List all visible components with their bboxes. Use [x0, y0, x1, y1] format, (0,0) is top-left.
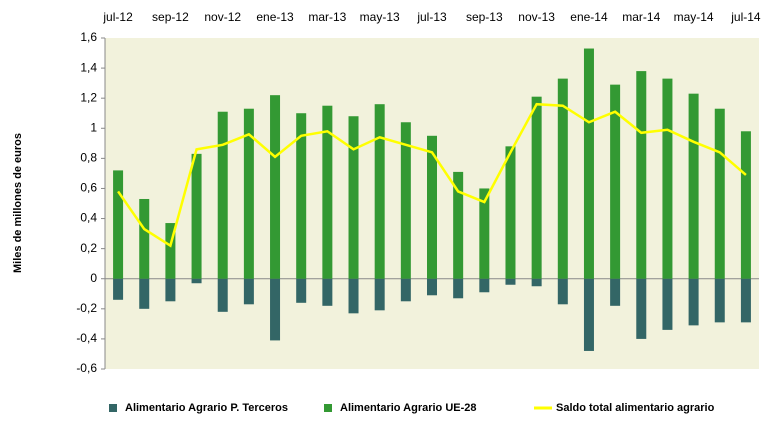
x-tick-label: jul-12: [102, 10, 133, 24]
bar: [453, 278, 464, 299]
bar: [688, 278, 699, 326]
x-tick-label: may-13: [360, 10, 400, 24]
bar: [610, 278, 621, 306]
bar: [557, 78, 568, 279]
bar: [296, 278, 307, 303]
x-tick-label: ene-14: [570, 10, 608, 24]
bar: [427, 278, 437, 296]
bar: [217, 111, 228, 279]
legend-label: Alimentario Agrario P. Terceros: [125, 402, 288, 414]
bar: [243, 108, 254, 279]
bar: [505, 278, 516, 285]
bar: [583, 278, 594, 351]
y-tick-label: 0,2: [80, 241, 97, 255]
y-tick-label: 1: [90, 120, 97, 134]
bar: [139, 198, 150, 279]
bar: [243, 278, 254, 305]
bar: [113, 170, 124, 279]
x-tick-label: sep-13: [466, 10, 503, 24]
bar: [296, 113, 307, 279]
bar: [113, 278, 124, 300]
bar: [636, 278, 647, 339]
bar: [191, 153, 202, 279]
x-tick-label: nov-13: [518, 10, 555, 24]
y-axis-title: Miles de millones de euros: [12, 133, 24, 273]
bar: [165, 223, 176, 279]
y-tick-label: 0,8: [80, 151, 97, 165]
bar: [531, 278, 542, 287]
x-tick-label: jul-13: [416, 10, 447, 24]
bar: [662, 278, 673, 330]
x-tick-label: ene-13: [256, 10, 294, 24]
bar: [348, 278, 359, 314]
bar: [479, 188, 490, 279]
y-tick-label: 1,4: [80, 60, 97, 74]
legend-label: Alimentario Agrario UE-28: [340, 402, 477, 414]
bar: [714, 278, 725, 323]
bar: [531, 96, 542, 279]
line: [117, 102, 747, 248]
bar: [348, 116, 359, 279]
bar: [139, 278, 150, 309]
bar: [400, 278, 411, 302]
y-tick-label: -0,2: [76, 301, 97, 315]
y-tick-label: 1,6: [80, 30, 97, 44]
bar: [583, 48, 594, 279]
y-tick-label: -0,6: [76, 361, 97, 375]
y-tick-label: 0: [90, 271, 97, 285]
bar: [714, 108, 725, 279]
bar: [688, 93, 699, 279]
bar: [165, 278, 176, 302]
bar: [191, 278, 202, 284]
bar: [400, 122, 411, 279]
legend-label: Saldo total alimentario agrario: [556, 402, 715, 414]
bar: [505, 146, 516, 279]
bar: [322, 105, 333, 279]
bar: [427, 135, 437, 279]
y-tick-label: 1,2: [80, 90, 97, 104]
bar: [740, 131, 751, 279]
bar: [610, 84, 621, 279]
bar: [217, 278, 228, 312]
bar: [270, 278, 281, 341]
bar: [557, 278, 568, 305]
legend-swatch: [109, 404, 117, 412]
y-tick-label: -0,4: [76, 331, 97, 345]
bar: [270, 95, 281, 279]
bar: [374, 278, 385, 311]
x-tick-label: jul-14: [730, 10, 761, 24]
y-tick-label: 0,6: [80, 181, 97, 195]
x-tick-label: mar-13: [308, 10, 346, 24]
bar: [479, 278, 490, 293]
bar: [322, 278, 333, 306]
y-tick-label: 0,4: [80, 211, 97, 225]
x-tick-label: may-14: [674, 10, 714, 24]
x-tick-label: nov-12: [204, 10, 241, 24]
bar: [662, 78, 673, 279]
x-tick-label: sep-12: [152, 10, 189, 24]
bar: [636, 71, 647, 279]
bar: [374, 104, 385, 279]
bar: [453, 171, 464, 279]
bar: [740, 278, 751, 323]
legend-swatch: [324, 404, 332, 412]
x-tick-label: mar-14: [622, 10, 660, 24]
